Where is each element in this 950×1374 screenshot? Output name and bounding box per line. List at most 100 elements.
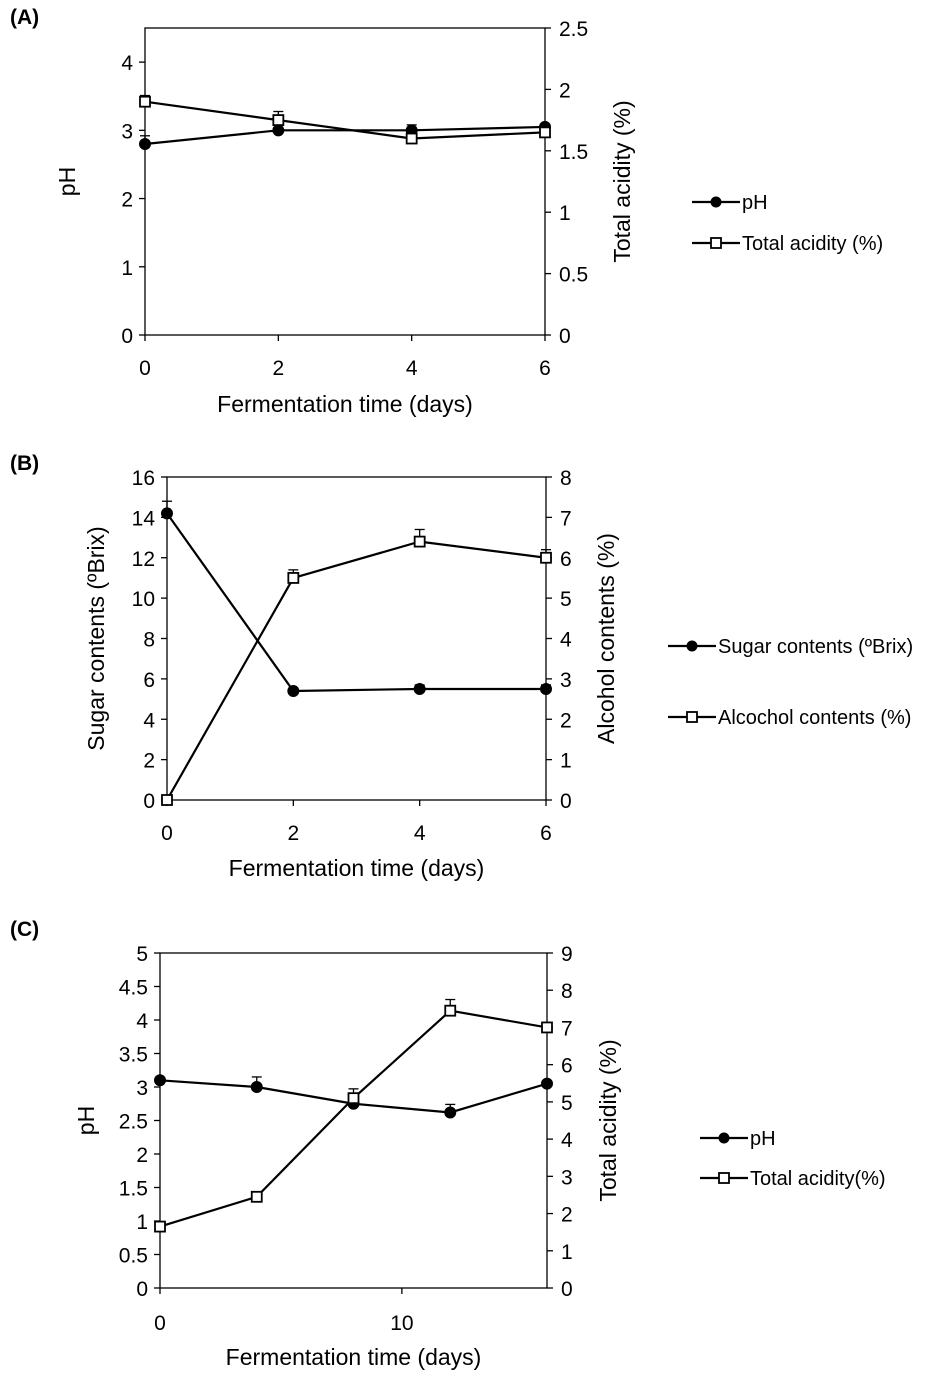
point-total-acidity [541,1021,553,1034]
y-tick-label: 0 [143,790,155,813]
chart-a: 0 1 2 3 4 0 0.5 1 1.5 2 2.5 0 2 4 6 Fermentation time (… [54,18,883,417]
x-tick-label: 10 [390,1312,413,1335]
point-alcochol-contents [161,794,173,806]
point-total-acidity [272,114,285,126]
y-tick-label: 4 [136,1010,148,1033]
legend-marker-ph [710,196,722,208]
y-tick-label: 3 [121,120,133,143]
legend-marker-ph [718,1132,730,1144]
point-ph [444,1106,457,1119]
y-tick-label: 10 [132,588,155,611]
panel-label-c: (C) [10,918,40,941]
y2-tick-label: 7 [561,1017,573,1040]
y2-tick-label: 8 [561,980,573,1003]
y-tick-label: 14 [132,507,156,530]
point-ph [154,1074,166,1087]
y2-tick-label: 0 [559,325,571,348]
plot-frame [166,476,547,801]
y-tick-label: 2 [136,1144,148,1167]
legend-label-total-acidity: Total acidity (%) [742,233,883,255]
x-tick-label: 2 [272,357,284,380]
y2-tick-label: 2 [560,709,572,732]
chart-c: 0 0.5 1 1.5 2 2.5 3 3.5 4 4.5 5 0 1 2 3 4 5 6 7 8 9 0 10 Fermen… [73,943,886,1370]
y-tick-label: 0 [121,325,133,348]
y2-tick-label: 5 [561,1092,573,1115]
y-tick-label: 3.5 [119,1044,148,1067]
y2-tick-label: 8 [560,467,572,490]
point-ph [272,124,285,137]
y-tick-label: 4 [121,52,133,75]
point-total-acidity [347,1092,360,1105]
y-tick-label: 3 [136,1077,148,1100]
y2-axis-title: Alcohol contents (%) [593,533,619,744]
point-sugar-contents-brix [287,684,300,697]
y-tick-label: 1 [121,257,133,280]
x-axis-title: Fermentation time (days) [229,855,485,881]
y2-tick-label: 1 [561,1241,573,1264]
legend-marker-sugar-contents-brix [686,640,698,652]
y2-tick-label: 3 [561,1166,573,1189]
x-tick-label: 0 [139,357,151,380]
point-alcochol-contents [413,535,426,548]
y-tick-label: 4.5 [119,977,148,1000]
series-line-total-acidity [159,1009,548,1228]
point-total-acidity [539,126,551,139]
y-tick-label: 0.5 [119,1245,148,1268]
x-tick-label: 4 [414,822,426,845]
plot-frame [144,27,546,336]
point-total-acidity [250,1190,263,1203]
point-sugar-contents-brix [540,682,552,695]
plot-frame [159,952,548,1289]
y-tick-label: 2.5 [119,1111,148,1134]
x-tick-label: 2 [287,822,299,845]
x-tick-label: 6 [539,357,551,380]
y2-tick-label: 6 [560,548,572,571]
y-tick-label: 4 [143,709,155,732]
y2-tick-label: 5 [560,588,572,611]
y2-tick-label: 2.5 [559,18,588,41]
y2-axis-title: Total acidity (%) [595,1039,621,1201]
y2-tick-label: 2 [561,1204,573,1227]
y-tick-label: 16 [132,467,155,490]
y-tick-label: 2 [121,189,133,212]
point-total-acidity [405,132,418,145]
legend-label-ph: pH [742,192,768,214]
legend-marker-total-acidity [718,1172,730,1184]
point-alcochol-contents [287,572,300,584]
legend-marker-total-acidity [710,237,722,249]
series-line-total-acidity [144,100,546,140]
panel-label-b: (B) [10,452,40,475]
x-axis-title: Fermentation time (days) [226,1344,482,1370]
panel-label-a: (A) [10,6,40,29]
y2-tick-label: 4 [561,1129,573,1152]
y2-tick-label: 0 [560,790,572,813]
y-tick-label: 8 [143,629,155,652]
y-axis-title: Sugar contents (ºBrix) [83,526,109,750]
legend-label-sugar-contents-brix: Sugar contents (ºBrix) [718,636,913,658]
y2-tick-label: 1 [560,750,572,773]
y2-tick-label: 0 [561,1278,573,1301]
x-tick-label: 4 [406,357,418,380]
y-tick-label: 1.5 [119,1178,148,1201]
point-alcochol-contents [540,551,552,564]
y-tick-label: 12 [132,548,155,571]
x-axis-title: Fermentation time (days) [217,391,473,417]
y-tick-label: 0 [136,1278,148,1301]
point-sugar-contents-brix [161,507,173,520]
y2-tick-label: 0.5 [559,264,588,287]
y-tick-label: 5 [136,943,148,966]
legend-marker-alcochol-contents [686,711,698,723]
y-tick-label: 6 [143,669,155,692]
y-tick-label: 1 [136,1211,148,1234]
y2-tick-label: 1.5 [559,141,588,164]
y2-tick-label: 1 [559,202,571,225]
series-line-alcochol-contents [166,540,547,801]
point-total-acidity [444,1004,457,1017]
y2-tick-label: 3 [560,669,572,692]
y-axis-title: pH [54,167,80,196]
y2-tick-label: 9 [561,943,573,966]
legend-label-total-acidity: Total acidity(%) [750,1168,886,1190]
point-total-acidity [154,1220,166,1233]
point-ph [541,1077,553,1090]
